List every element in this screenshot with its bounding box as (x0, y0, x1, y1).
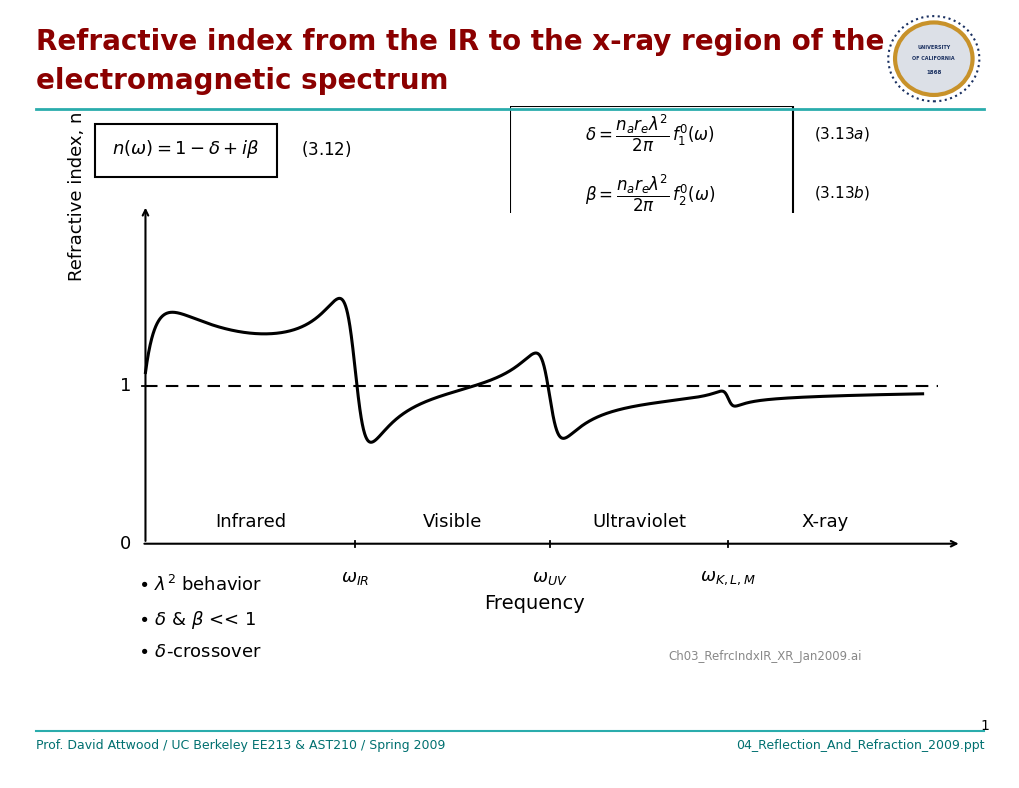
Text: Ultraviolet: Ultraviolet (591, 513, 686, 531)
Text: 1868: 1868 (925, 70, 941, 75)
Text: Frequency: Frequency (483, 594, 584, 613)
Text: $\bullet$ $\lambda^2$ behavior: $\bullet$ $\lambda^2$ behavior (138, 575, 262, 596)
Text: $\omega_{IR}$: $\omega_{IR}$ (340, 569, 369, 587)
Text: $\omega_{K,L,M}$: $\omega_{K,L,M}$ (700, 569, 755, 587)
Text: OF CALIFORNIA: OF CALIFORNIA (912, 56, 954, 61)
Text: electromagnetic spectrum: electromagnetic spectrum (36, 67, 447, 95)
Text: Visible: Visible (422, 513, 482, 531)
Text: $\bullet$ $\delta$-crossover: $\bullet$ $\delta$-crossover (138, 643, 261, 661)
Text: X-ray: X-ray (801, 513, 848, 531)
Circle shape (895, 22, 972, 95)
Text: Prof. David Attwood / UC Berkeley EE213 & AST210 / Spring 2009: Prof. David Attwood / UC Berkeley EE213 … (36, 739, 444, 752)
FancyBboxPatch shape (510, 106, 793, 221)
Text: 1: 1 (120, 377, 131, 395)
Text: $\delta = \dfrac{n_a r_e \lambda^2}{2\pi}\,f_1^0(\omega)$: $\delta = \dfrac{n_a r_e \lambda^2}{2\pi… (584, 113, 714, 154)
Text: Infrared: Infrared (215, 513, 285, 531)
Text: $n(\omega) = 1 - \delta + i\beta$: $n(\omega) = 1 - \delta + i\beta$ (112, 138, 260, 160)
Text: Ch03_RefrcIndxIR_XR_Jan2009.ai: Ch03_RefrcIndxIR_XR_Jan2009.ai (667, 650, 861, 663)
Text: $(3.13a)$: $(3.13a)$ (813, 125, 869, 143)
Text: 1: 1 (979, 719, 988, 733)
Text: $(3.13b)$: $(3.13b)$ (813, 184, 869, 203)
Text: Refractive index, n: Refractive index, n (67, 112, 86, 281)
Text: 04_Reflection_And_Refraction_2009.ppt: 04_Reflection_And_Refraction_2009.ppt (735, 739, 983, 752)
FancyBboxPatch shape (95, 124, 277, 177)
Text: $\bullet$ $\delta$ & $\beta$ << 1: $\bullet$ $\delta$ & $\beta$ << 1 (138, 609, 256, 631)
Text: UNIVERSITY: UNIVERSITY (916, 46, 950, 50)
Text: $(3.12)$: $(3.12)$ (301, 139, 351, 159)
Text: Refractive index from the IR to the x-ray region of the: Refractive index from the IR to the x-ra… (36, 28, 883, 56)
Text: 0: 0 (120, 535, 131, 552)
Text: $\omega_{UV}$: $\omega_{UV}$ (531, 569, 567, 587)
Text: $\beta = \dfrac{n_a r_e \lambda^2}{2\pi}\,f_2^0(\omega)$: $\beta = \dfrac{n_a r_e \lambda^2}{2\pi}… (584, 173, 714, 214)
